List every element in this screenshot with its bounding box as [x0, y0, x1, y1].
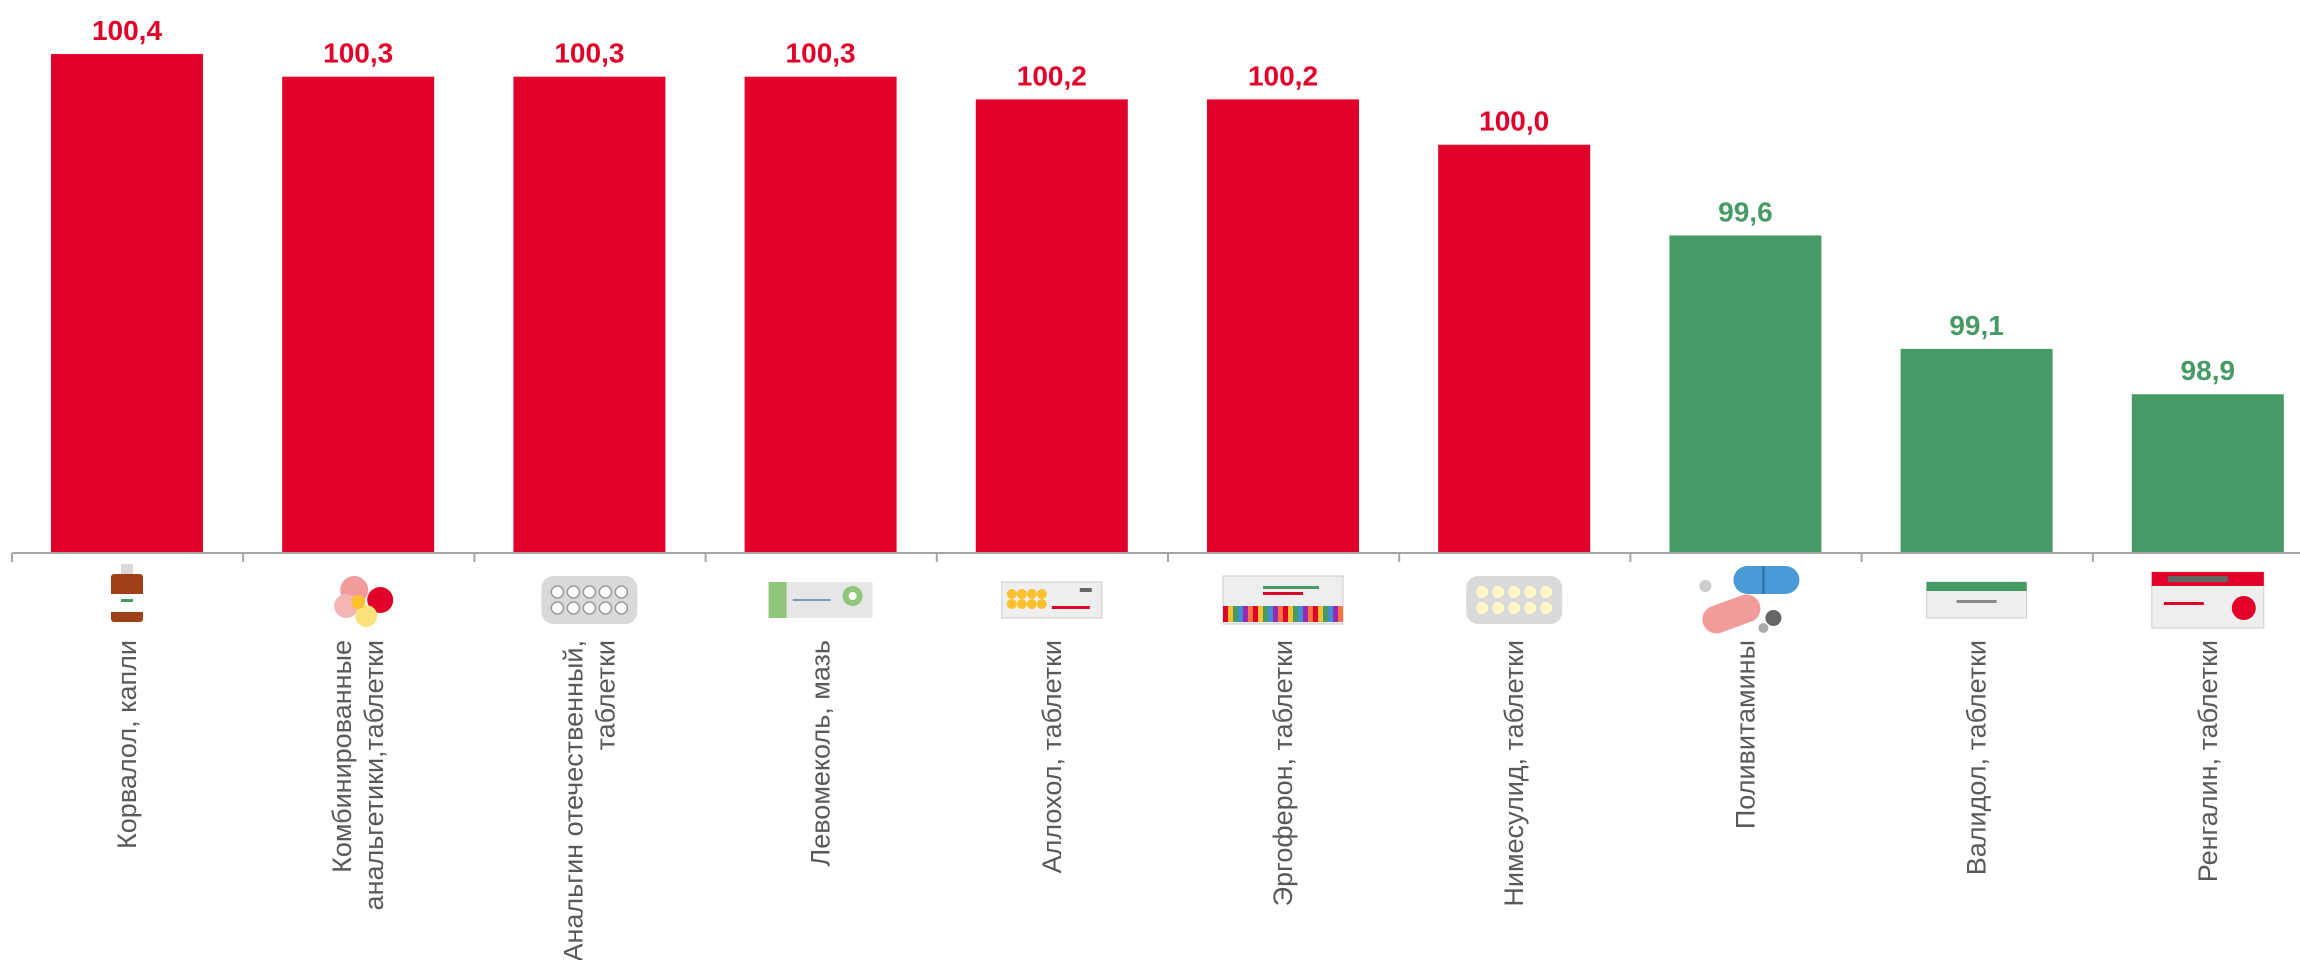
green-box-icon [1926, 581, 2028, 619]
capsule-pills-icon [1699, 566, 1800, 634]
tick-label: Нимесулид, таблетки [1499, 640, 1529, 907]
bar [282, 76, 435, 553]
data-label: 100,2 [1017, 60, 1087, 91]
tick-label: Эргоферон, таблетки [1268, 640, 1298, 906]
data-label: 100,2 [1248, 60, 1318, 91]
data-label: 100,0 [1479, 106, 1549, 137]
bar [744, 76, 897, 553]
tick-label: Аллохол, таблетки [1037, 640, 1067, 873]
category-label: Эргоферон, таблетки [1268, 640, 1298, 906]
ointment-box-icon [768, 582, 873, 618]
x-axis [11, 552, 2300, 562]
data-label: 99,1 [1949, 310, 2004, 341]
tablet-box-icon [1001, 581, 1103, 619]
bar [51, 54, 203, 553]
colorful-box-icon [1222, 575, 1344, 625]
data-label: 100,3 [323, 38, 393, 69]
data-label: 100,3 [786, 38, 856, 69]
mixed-pills-icon [334, 576, 394, 627]
tick-label: таблетки [590, 640, 620, 750]
bar [2131, 394, 2284, 553]
category-label: Поливитамины [1730, 640, 1760, 829]
category-label: Ренгалин, таблетки [2193, 640, 2223, 882]
data-label: 99,6 [1718, 196, 1773, 227]
yellow-blister-icon [1466, 576, 1563, 624]
category-label: Аллохол, таблетки [1037, 640, 1067, 873]
tick-label: Анальгин отечественный, [558, 640, 588, 960]
data-label: 100,4 [92, 15, 162, 46]
tick-label: анальгетики,таблетки [359, 640, 389, 910]
red-box-icon [2151, 571, 2265, 629]
bar [513, 76, 666, 553]
bar [1669, 235, 1822, 554]
tick-label: Корвалол, капли [112, 640, 142, 849]
tick-label: Ренгалин, таблетки [2193, 640, 2223, 882]
category-label: Комбинированные анальгетики,таблетки [327, 640, 389, 910]
tick-label: Левомеколь, мазь [806, 640, 836, 866]
value-labels-group: 100,4 100,3 100,3 100,3 100,2 100,2 100,0 99,6 9… [92, 15, 2235, 386]
category-label: Нимесулид, таблетки [1499, 640, 1529, 907]
category-label: Валидол, таблетки [1962, 640, 1992, 875]
bar [1900, 348, 2053, 553]
category-label: Левомеколь, мазь [806, 640, 836, 866]
bar [1438, 144, 1591, 553]
icons-group [111, 564, 2265, 634]
category-label: Анальгин отечественный, таблетки [558, 640, 620, 960]
data-label: 100,3 [554, 38, 624, 69]
dropper-bottle-icon [111, 564, 143, 622]
tick-label: Комбинированные [327, 640, 357, 873]
tick-label: Валидол, таблетки [1962, 640, 1992, 875]
bars-group [51, 54, 2284, 554]
data-label: 98,9 [2181, 355, 2236, 386]
tick-label: Поливитамины [1730, 640, 1760, 829]
category-labels-group: Корвалол, капли Комбинированные анальгетик… [112, 640, 2223, 960]
bar [1207, 99, 1359, 553]
tablet-blister-icon [541, 576, 638, 624]
bar [975, 99, 1128, 553]
category-label: Корвалол, капли [112, 640, 142, 849]
